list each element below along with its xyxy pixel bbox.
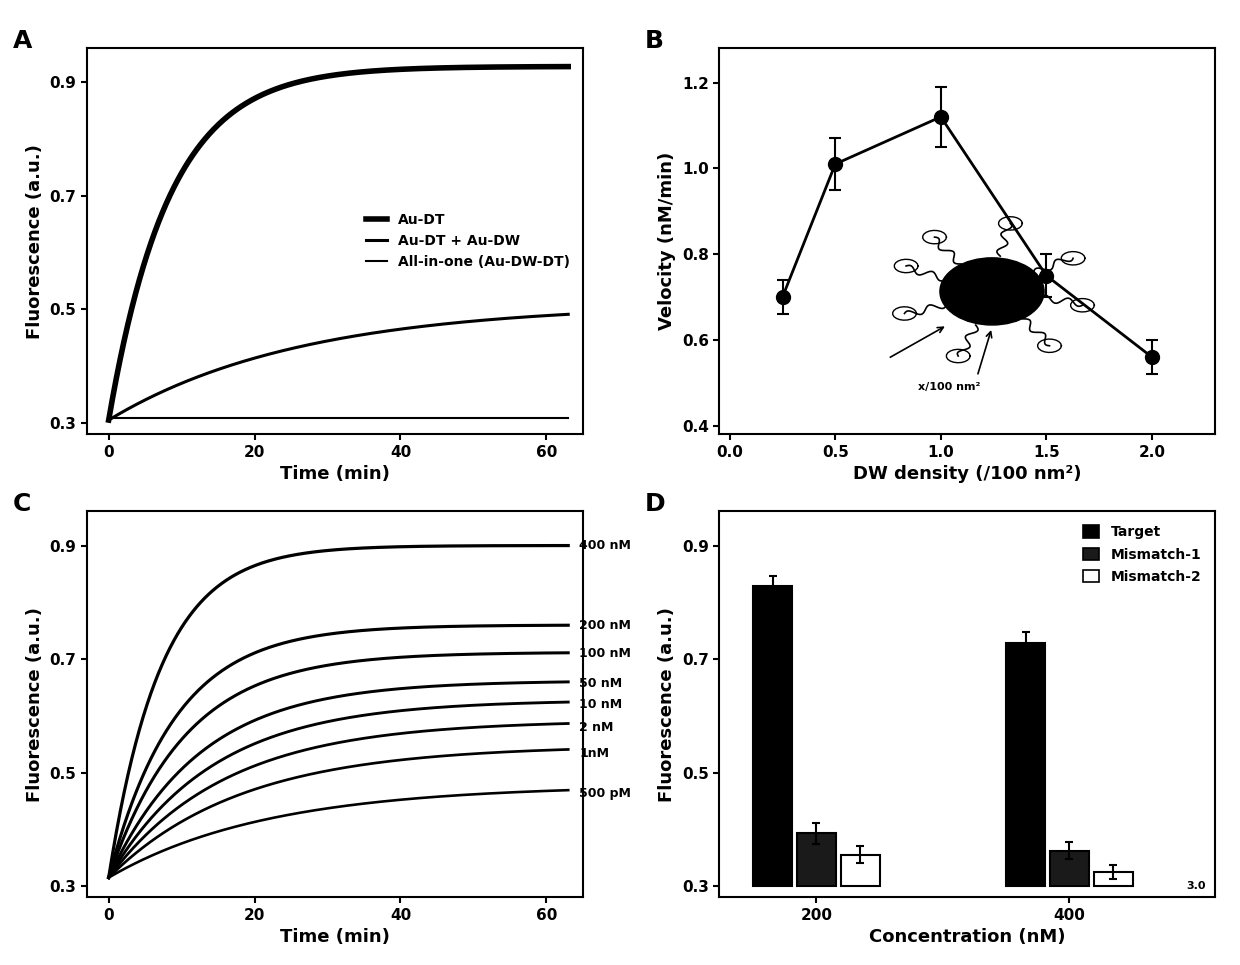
Bar	[1006, 643, 1045, 886]
Text: 50 nM: 50 nM	[579, 677, 622, 690]
Y-axis label: Velocity (nM/min): Velocity (nM/min)	[658, 152, 676, 330]
X-axis label: DW density (/100 nm²): DW density (/100 nm²)	[853, 465, 1081, 483]
Bar	[753, 587, 792, 886]
Text: B: B	[645, 29, 663, 53]
Y-axis label: Fluorescence (a.u.): Fluorescence (a.u.)	[26, 144, 43, 339]
Text: 400 nM: 400 nM	[579, 539, 631, 552]
Text: C: C	[12, 492, 31, 516]
Y-axis label: Fluorescence (a.u.): Fluorescence (a.u.)	[26, 607, 43, 802]
X-axis label: Time (min): Time (min)	[280, 465, 389, 483]
Bar	[1094, 872, 1132, 886]
Text: 3.0: 3.0	[1185, 881, 1205, 891]
Text: A: A	[12, 29, 32, 53]
Legend: Target, Mismatch-1, Mismatch-2: Target, Mismatch-1, Mismatch-2	[1076, 518, 1208, 591]
Text: 10 nM: 10 nM	[579, 699, 622, 711]
X-axis label: Time (min): Time (min)	[280, 928, 389, 947]
X-axis label: Concentration (nM): Concentration (nM)	[869, 928, 1065, 947]
Bar	[841, 855, 879, 886]
Text: 200 nM: 200 nM	[579, 620, 631, 632]
Y-axis label: Fluorescence (a.u.): Fluorescence (a.u.)	[658, 607, 676, 802]
Legend: Au-DT, Au-DT + Au-DW, All-in-one (Au-DW-DT): Au-DT, Au-DT + Au-DW, All-in-one (Au-DW-…	[361, 207, 575, 275]
Text: D: D	[645, 492, 666, 516]
Text: 500 pM: 500 pM	[579, 787, 631, 800]
Text: 1nM: 1nM	[579, 747, 609, 759]
Text: 2 nM: 2 nM	[579, 721, 614, 733]
Bar	[1050, 851, 1089, 886]
Text: 100 nM: 100 nM	[579, 648, 631, 660]
Bar	[797, 834, 836, 886]
